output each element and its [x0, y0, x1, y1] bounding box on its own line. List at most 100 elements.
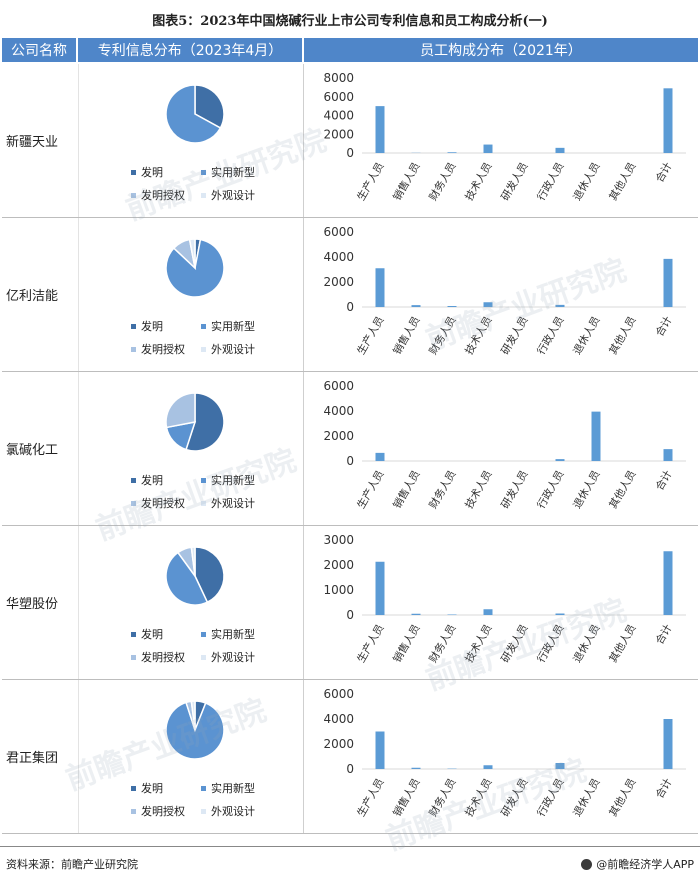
x-tick-label: 销售人员: [390, 622, 422, 665]
legend-label: 实用新型: [211, 782, 255, 795]
x-tick-label: 退休人员: [571, 315, 602, 357]
legend-label: 发明授权: [141, 651, 185, 664]
legend-item: 外观设计: [201, 649, 255, 665]
x-tick-label: 销售人员: [390, 468, 422, 511]
y-tick-label: 2000: [323, 429, 354, 443]
x-tick-label: 行政人员: [534, 160, 566, 203]
legend-swatch: [131, 192, 136, 198]
x-tick-label: 研发人员: [498, 776, 530, 819]
legend-swatch: [201, 323, 206, 329]
y-tick-label: 6000: [323, 379, 354, 393]
bar-行政人员: [555, 304, 565, 307]
y-tick-label: 6000: [323, 225, 354, 239]
x-tick-label: 财务人员: [426, 622, 458, 665]
x-tick-label: 财务人员: [426, 314, 458, 357]
y-tick-label: 2000: [323, 737, 354, 751]
x-tick-label: 退休人员: [571, 623, 602, 665]
x-tick-label: 生产人员: [354, 314, 386, 357]
legend-swatch: [131, 346, 136, 352]
y-tick-label: 6000: [323, 90, 354, 104]
y-tick-label: 4000: [323, 404, 354, 418]
legend-item: 实用新型: [201, 780, 255, 796]
x-tick-label: 财务人员: [426, 160, 458, 203]
x-tick-label: 行政人员: [534, 468, 566, 511]
legend-label: 实用新型: [211, 166, 255, 179]
bar-技术人员: [483, 609, 493, 615]
bar-生产人员: [375, 268, 385, 307]
page-title: 图表5：2023年中国烧碱行业上市公司专利信息和员工构成分析(一): [152, 14, 548, 29]
x-tick-label: 生产人员: [354, 160, 386, 203]
bar-财务人员: [447, 152, 457, 153]
legend-swatch: [131, 323, 136, 329]
x-tick-label: 合计: [653, 160, 675, 185]
source-text: 资料来源：前瞻产业研究院: [6, 858, 138, 871]
y-tick-label: 0: [346, 300, 354, 314]
legend-item: 发明授权: [131, 649, 185, 665]
y-tick-label: 4000: [323, 109, 354, 123]
table-body: 新疆天业 发明 实用新型 发明授权 外观设计 0 2000 4000 6000 8000 生产人员销…: [2, 64, 698, 834]
company-name: 新疆天业: [6, 135, 59, 150]
legend-item: 发明: [131, 472, 163, 488]
legend-label: 发明授权: [141, 343, 185, 356]
pie-slice-实用新型: [165, 701, 225, 760]
bar-行政人员: [555, 147, 565, 153]
y-tick-label: 2000: [323, 558, 354, 572]
staff-bar-chart: 0 1000 2000 3000 生产人员 销售人员 财务人员 技术人员 研发人员 行政人员 退休人…: [323, 533, 686, 665]
legend-swatch: [131, 169, 136, 175]
legend-item: 发明: [131, 626, 163, 642]
bar-合计: [663, 258, 673, 307]
legend-swatch: [201, 631, 206, 637]
legend-item: 实用新型: [201, 472, 255, 488]
patent-pie-cell: 发明 实用新型 发明授权 外观设计: [78, 218, 304, 371]
pie-slice-外观设计: [190, 700, 196, 731]
x-tick-label: 销售人员: [390, 776, 422, 819]
staff-bar-cell: 0 2000 4000 6000 生产人员 销售人员 财务人员 技术人员 研发人员 行政人员 退休人…: [304, 372, 698, 525]
legend-swatch: [131, 631, 136, 637]
legend-swatch: [131, 477, 136, 483]
table-row: 氯碱化工 发明 实用新型 发明授权 外观设计 0 2000 4000 6000 生产人员 销售人员财…: [2, 372, 698, 526]
x-tick-label: 研发人员: [498, 314, 530, 357]
pie-slice-实用新型: [165, 551, 209, 606]
company-name: 氯碱化工: [6, 443, 59, 458]
bar-技术人员: [483, 144, 493, 153]
staff-bar-cell: 0 2000 4000 6000 8000 生产人员 销售人员 财务人员 技术人员 研发人员 行政人…: [304, 64, 698, 217]
company-name: 华塑股份: [6, 597, 59, 612]
legend-label: 发明授权: [141, 189, 185, 202]
x-tick-label: 退休人员: [571, 469, 602, 511]
x-tick-label: 销售人员: [390, 160, 422, 203]
y-tick-label: 4000: [323, 250, 354, 264]
bar-生产人员: [375, 561, 385, 615]
patent-pie-chart: [165, 84, 225, 144]
x-tick-label: 研发人员: [498, 622, 530, 665]
x-tick-label: 合计: [653, 622, 675, 647]
legend-swatch: [201, 346, 206, 352]
staff-bar-cell: 0 2000 4000 6000 生产人员 销售人员 财务人员 技术人员 研发人员 行政人员 退休人…: [304, 218, 698, 371]
x-tick-label: 行政人员: [534, 776, 566, 819]
bar-行政人员: [555, 613, 565, 615]
bar-技术人员: [483, 302, 493, 307]
legend-item: 发明授权: [131, 187, 185, 203]
x-tick-label: 其他人员: [606, 314, 638, 357]
legend-item: 发明授权: [131, 803, 185, 819]
bar-生产人员: [375, 106, 385, 153]
x-tick-label: 研发人员: [498, 468, 530, 511]
y-tick-label: 2000: [323, 127, 354, 141]
y-tick-label: 4000: [323, 712, 354, 726]
legend-item: 发明: [131, 780, 163, 796]
x-tick-label: 行政人员: [534, 622, 566, 665]
bar-行政人员: [555, 763, 565, 769]
x-tick-label: 生产人员: [354, 622, 386, 665]
legend-label: 外观设计: [211, 651, 255, 664]
x-tick-label: 其他人员: [606, 776, 638, 819]
table-row: 亿利洁能 发明 实用新型 发明授权 外观设计 0 2000 4000 6000 生产人员 销售人员财…: [2, 218, 698, 372]
y-tick-label: 3000: [323, 533, 354, 547]
legend-item: 发明: [131, 164, 163, 180]
legend-item: 实用新型: [201, 164, 255, 180]
y-tick-label: 0: [346, 762, 354, 776]
legend-swatch: [131, 808, 136, 814]
y-tick-label: 0: [346, 146, 354, 160]
legend-swatch: [201, 808, 206, 814]
legend-item: 外观设计: [201, 187, 255, 203]
legend-label: 发明授权: [141, 497, 185, 510]
patent-pie-cell: 发明 实用新型 发明授权 外观设计: [78, 680, 304, 833]
